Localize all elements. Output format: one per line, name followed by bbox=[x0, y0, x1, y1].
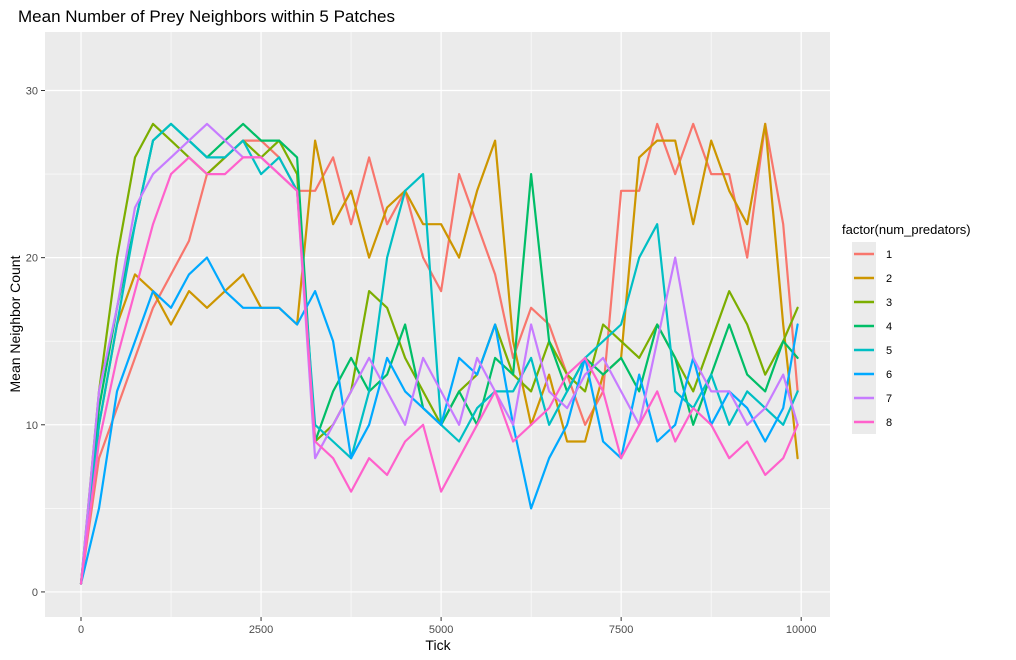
y-tick-label: 0 bbox=[32, 587, 38, 599]
legend-label-4: 4 bbox=[886, 321, 892, 333]
grid-layer bbox=[45, 32, 830, 617]
y-tick-label: 10 bbox=[26, 420, 38, 432]
x-tick-label: 10000 bbox=[786, 624, 817, 636]
series-line-6 bbox=[79, 256, 799, 585]
legend-label-5: 5 bbox=[886, 345, 892, 357]
y-axis-title: Mean Neighbor Count bbox=[7, 255, 23, 392]
legend-label-1: 1 bbox=[886, 249, 892, 261]
legend-label-8: 8 bbox=[886, 417, 892, 429]
legend: factor(num_predators) 1 2 3 4 5 6 7 8 bbox=[842, 222, 971, 434]
legend-title: factor(num_predators) bbox=[842, 222, 971, 237]
plot-panel bbox=[45, 32, 830, 617]
legend-label-7: 7 bbox=[886, 393, 892, 405]
legend-label-2: 2 bbox=[886, 273, 892, 285]
x-axis-title: Tick bbox=[425, 637, 451, 653]
y-tick-label: 20 bbox=[26, 253, 38, 265]
series-layer bbox=[79, 122, 799, 585]
legend-label-3: 3 bbox=[886, 297, 892, 309]
series-line-8 bbox=[79, 156, 799, 585]
series-line-7 bbox=[79, 122, 799, 585]
x-tick-label: 5000 bbox=[429, 624, 453, 636]
axis-layer: 0 2500 5000 7500 10000 0 10 20 30 bbox=[26, 86, 817, 637]
x-tick-label: 2500 bbox=[249, 624, 273, 636]
chart-title: Mean Number of Prey Neighbors within 5 P… bbox=[18, 7, 395, 26]
series-line-1 bbox=[79, 122, 799, 585]
series-line-2 bbox=[79, 122, 799, 585]
y-tick-label: 30 bbox=[26, 86, 38, 98]
x-tick-label: 7500 bbox=[609, 624, 633, 636]
x-tick-label: 0 bbox=[78, 624, 84, 636]
legend-label-6: 6 bbox=[886, 369, 892, 381]
